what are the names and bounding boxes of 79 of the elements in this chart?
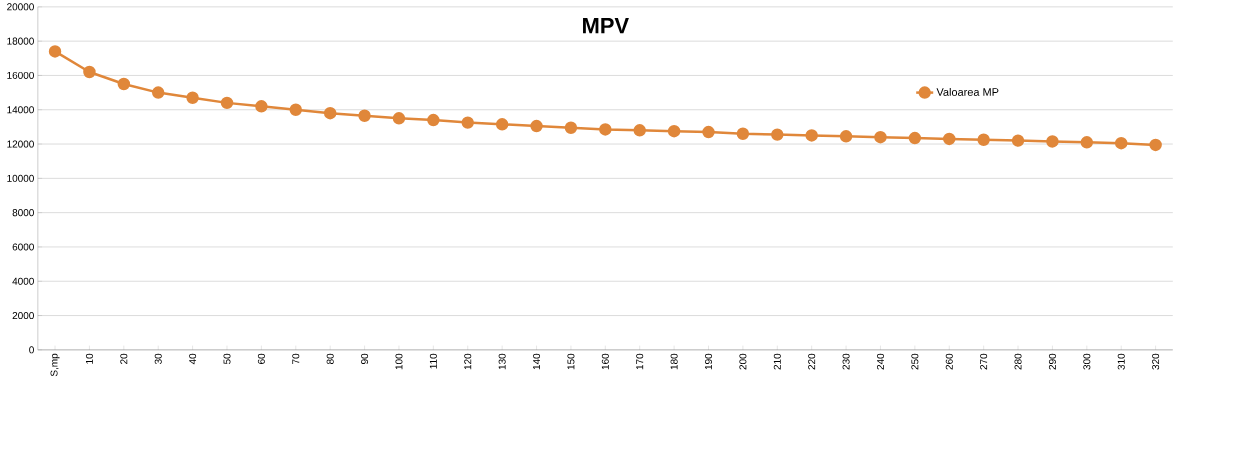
point: [943, 132, 956, 146]
x-tick-label: 60: [257, 353, 265, 364]
x-tick-label: 220: [808, 353, 816, 370]
point: [186, 91, 199, 105]
chart-title: MPV: [583, 18, 629, 34]
point: [48, 45, 62, 58]
point: [151, 86, 165, 99]
y-tick-label: 14000: [7, 106, 34, 114]
point: [599, 123, 612, 136]
point: [1080, 136, 1094, 149]
x-tick-label: 190: [704, 353, 713, 370]
x-tick-label: 200: [739, 353, 747, 370]
x-tick-label: 40: [189, 353, 197, 365]
point: [564, 121, 578, 135]
x-tick-label: S,mp: [50, 353, 60, 377]
y-tick-label: 0: [29, 346, 34, 354]
y-tick-label: 6000: [12, 243, 34, 251]
point: [702, 125, 715, 139]
point: [839, 130, 853, 143]
point: [908, 131, 922, 145]
x-tick-label: 30: [154, 353, 162, 365]
y-tick-label: 10000: [7, 174, 34, 182]
x-tick-label: 310: [1117, 353, 1125, 370]
point: [323, 106, 337, 120]
x-tick-label: 20: [120, 353, 128, 364]
x-tick-label: 230: [842, 353, 850, 370]
point: [289, 103, 303, 117]
x-tick-label: 290: [1048, 353, 1056, 370]
x-tick-label: 240: [876, 353, 884, 370]
x-tick-label: 10: [85, 353, 93, 364]
point: [977, 133, 990, 147]
y-tick-label: 4000: [12, 277, 34, 285]
point: [358, 109, 371, 123]
x-tick-label: 150: [567, 353, 575, 370]
x-tick-label: 250: [911, 353, 919, 370]
point: [667, 125, 681, 138]
point: [220, 96, 234, 110]
point: [633, 124, 646, 137]
point: [461, 116, 474, 129]
x-tick-label: 320: [1152, 353, 1160, 370]
point: [874, 131, 887, 144]
x-tick-label: 260: [945, 353, 953, 370]
point: [392, 112, 406, 125]
x-tick-label: 110: [429, 353, 437, 369]
x-tick-label: 300: [1083, 353, 1091, 370]
legend-label: Valoarea MP: [936, 87, 999, 96]
point: [83, 65, 96, 79]
y-tick-label: 18000: [7, 37, 34, 45]
x-tick-label: 280: [1014, 353, 1022, 370]
point: [530, 119, 543, 133]
x-tick-label: 120: [464, 353, 472, 370]
x-tick-label: 270: [980, 353, 988, 370]
x-tick-label: 170: [636, 353, 644, 370]
y-tick-label: 20000: [7, 3, 34, 11]
x-tick-label: 70: [292, 353, 300, 364]
x-tick-label: 210: [773, 353, 781, 370]
x-tick-label: 130: [498, 353, 506, 370]
y-tick-label: 12000: [7, 140, 34, 148]
point: [1114, 137, 1128, 150]
point: [427, 113, 440, 127]
x-tick-label: 160: [601, 353, 609, 370]
x-tick-label: 80: [326, 353, 334, 365]
point: [1149, 138, 1162, 152]
point: [117, 77, 131, 91]
point: [1011, 134, 1025, 147]
point: [805, 129, 818, 142]
y-tick-label: 16000: [7, 71, 34, 80]
y-tick-label: 2000: [12, 312, 34, 320]
x-tick-label: 50: [223, 353, 231, 365]
x-tick-label: 90: [361, 353, 369, 365]
x-tick-label: 100: [395, 353, 403, 370]
point: [771, 128, 784, 141]
x-tick-label: 140: [533, 353, 541, 370]
x-tick-label: 180: [670, 353, 678, 370]
y-tick-label: 8000: [12, 209, 34, 217]
point: [736, 127, 750, 141]
point: [1046, 135, 1059, 148]
point: [495, 118, 509, 131]
point: [255, 100, 268, 113]
